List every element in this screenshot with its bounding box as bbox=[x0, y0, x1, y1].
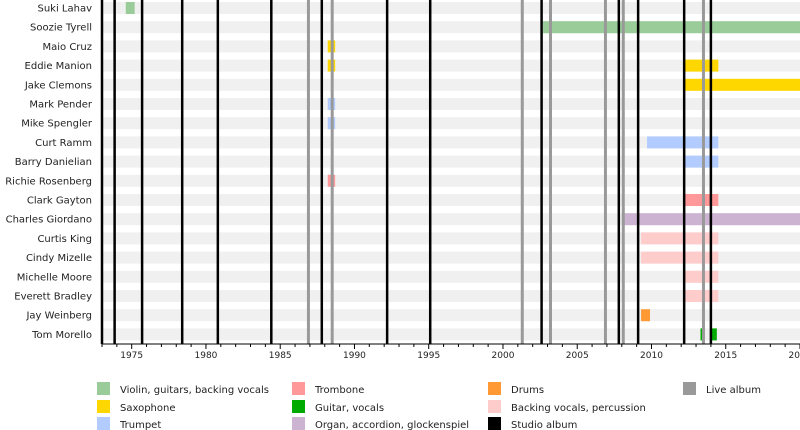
x-tick-label: 1985 bbox=[269, 351, 292, 361]
row-stripe bbox=[102, 309, 800, 322]
member-bar bbox=[684, 290, 719, 302]
member-bar bbox=[710, 328, 717, 341]
member-label: Eddie Manion bbox=[25, 61, 92, 72]
member-label: Tom Morello bbox=[31, 330, 92, 341]
member-label: Everett Bradley bbox=[14, 292, 92, 303]
member-bar bbox=[641, 232, 719, 245]
legend-label: Organ, accordion, glockenspiel bbox=[315, 420, 469, 430]
x-tick-label: 1995 bbox=[417, 351, 440, 361]
member-label: Maio Cruz bbox=[42, 42, 92, 53]
member-bar bbox=[125, 2, 135, 14]
legend-swatch bbox=[488, 400, 501, 413]
x-tick-label: 1990 bbox=[343, 351, 366, 361]
member-label: Jay Weinberg bbox=[25, 311, 92, 322]
row-stripe bbox=[102, 251, 800, 264]
x-tick-label: 1980 bbox=[195, 351, 218, 361]
member-label: Mike Spengler bbox=[21, 119, 93, 130]
member-label: Charles Giordano bbox=[6, 215, 92, 226]
member-bar bbox=[684, 194, 719, 206]
member-label: Cindy Mizelle bbox=[26, 253, 92, 264]
row-stripe bbox=[102, 117, 800, 130]
row-stripe bbox=[102, 270, 800, 283]
x-tick-label: 1975 bbox=[120, 351, 143, 361]
legend-swatch bbox=[488, 417, 501, 430]
row-stripe bbox=[102, 59, 800, 72]
member-label: Jake Clemons bbox=[24, 80, 92, 91]
row-stripe bbox=[102, 155, 800, 168]
legend-swatch bbox=[683, 382, 696, 395]
x-tick-label: 2005 bbox=[566, 351, 589, 361]
x-tick-label: 2000 bbox=[492, 351, 515, 361]
legend-label: Trumpet bbox=[119, 420, 161, 430]
row-stripe bbox=[102, 328, 800, 341]
member-bar bbox=[641, 309, 651, 322]
legend-swatch bbox=[97, 400, 110, 413]
legend-swatch bbox=[292, 382, 305, 395]
row-stripe bbox=[102, 194, 800, 206]
legend-label: Saxophone bbox=[120, 403, 176, 414]
x-tick-label: 2010 bbox=[640, 351, 663, 361]
member-bar bbox=[543, 21, 800, 34]
legend-label: Live album bbox=[706, 385, 761, 396]
legend-label: Guitar, vocals bbox=[315, 403, 384, 414]
legend-swatch bbox=[97, 382, 110, 395]
row-stripe bbox=[102, 98, 800, 110]
x-tick-label: 2015 bbox=[714, 351, 737, 361]
row-stripe bbox=[102, 290, 800, 302]
legend-label: Drums bbox=[511, 385, 544, 396]
row-stripe bbox=[102, 78, 800, 91]
member-label: Michelle Moore bbox=[17, 272, 92, 283]
member-label: Curtis King bbox=[37, 234, 92, 245]
member-label: Curt Ramm bbox=[35, 138, 92, 149]
legend-swatch bbox=[292, 400, 305, 413]
member-label: Soozie Tyrell bbox=[30, 23, 92, 34]
member-label: Richie Rosenberg bbox=[5, 176, 92, 187]
legend-swatch bbox=[292, 417, 305, 430]
legend-label: Studio album bbox=[511, 420, 577, 430]
row-stripe bbox=[102, 174, 800, 187]
member-bar bbox=[684, 78, 800, 91]
member-bar bbox=[684, 270, 719, 283]
member-bar bbox=[684, 59, 719, 72]
row-stripe bbox=[102, 136, 800, 149]
row-stripe bbox=[102, 232, 800, 245]
member-bar bbox=[684, 155, 719, 168]
x-tick-label: 20 bbox=[789, 351, 800, 361]
member-label: Clark Gayton bbox=[27, 196, 92, 207]
member-bar bbox=[641, 251, 719, 264]
member-bar bbox=[647, 136, 719, 149]
member-bar bbox=[700, 328, 703, 341]
legend-swatch bbox=[97, 417, 110, 430]
row-stripe bbox=[102, 2, 800, 14]
legend-label: Trombone bbox=[314, 385, 364, 396]
legend-label: Backing vocals, percussion bbox=[511, 403, 646, 414]
member-label: Suki Lahav bbox=[37, 4, 92, 15]
legend-swatch bbox=[488, 382, 501, 395]
member-label: Barry Danielian bbox=[15, 157, 92, 168]
legend-label: Violin, guitars, backing vocals bbox=[120, 385, 269, 396]
row-stripe bbox=[102, 40, 800, 53]
member-label: Mark Pender bbox=[29, 100, 93, 111]
